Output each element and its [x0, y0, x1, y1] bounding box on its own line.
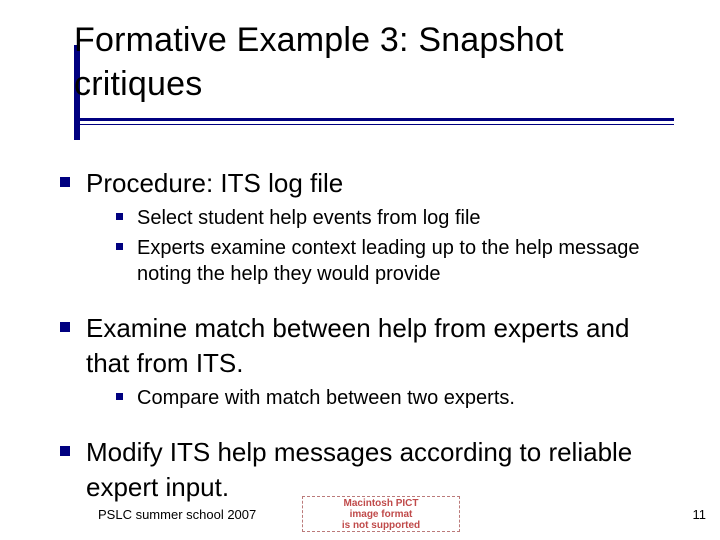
square-bullet-icon — [116, 213, 123, 220]
warning-line: Macintosh PICT — [343, 498, 418, 509]
bullet-l2: Select student help events from log file — [116, 205, 670, 231]
bullet-text: Modify ITS help messages according to re… — [86, 435, 670, 505]
square-bullet-icon — [60, 446, 70, 456]
square-bullet-icon — [60, 177, 70, 187]
title-block: Formative Example 3: Snapshot critiques — [74, 18, 674, 106]
square-bullet-icon — [116, 243, 123, 250]
bullet-text: Compare with match between two experts. — [137, 385, 515, 411]
square-bullet-icon — [116, 393, 123, 400]
warning-line: is not supported — [342, 520, 420, 531]
content-area: Procedure: ITS log file Select student h… — [60, 160, 670, 509]
square-bullet-icon — [60, 322, 70, 332]
slide-title: Formative Example 3: Snapshot critiques — [74, 18, 674, 106]
bullet-l2: Compare with match between two experts. — [116, 385, 670, 411]
bullet-l2: Experts examine context leading up to th… — [116, 235, 670, 287]
warning-line: image format — [350, 509, 413, 520]
title-rule-thick — [74, 118, 674, 121]
bullet-text: Experts examine context leading up to th… — [137, 235, 670, 287]
bullet-l1: Modify ITS help messages according to re… — [60, 435, 670, 505]
unsupported-image-placeholder: Macintosh PICT image format is not suppo… — [302, 496, 460, 532]
bullet-text: Select student help events from log file — [137, 205, 481, 231]
bullet-text: Examine match between help from experts … — [86, 311, 670, 381]
footer-text: PSLC summer school 2007 — [98, 507, 256, 522]
page-number: 11 — [693, 507, 707, 522]
slide: Formative Example 3: Snapshot critiques … — [0, 0, 720, 540]
title-horizontal-rules — [74, 118, 674, 125]
title-rule-thin — [74, 124, 674, 125]
bullet-l1: Examine match between help from experts … — [60, 311, 670, 381]
bullet-l1: Procedure: ITS log file — [60, 166, 670, 201]
bullet-text: Procedure: ITS log file — [86, 166, 343, 201]
